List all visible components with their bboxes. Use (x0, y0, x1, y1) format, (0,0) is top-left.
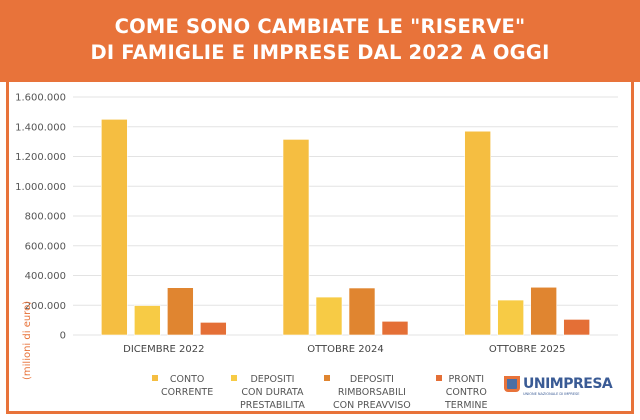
bar-2-3 (563, 319, 590, 336)
bar-1-3 (381, 321, 409, 336)
bar-0-2 (167, 287, 194, 336)
legend-item: DEPOSITI RIMBORSABILI CON PREAVVISO (324, 373, 411, 412)
bar-1-1 (315, 296, 343, 336)
legend-label: DEPOSITI RIMBORSABILI CON PREAVVISO (333, 374, 411, 411)
unimpresa-logo: UNIMPRESA UNIONE NAZIONALE DI IMPRESE (504, 376, 613, 396)
y-tick-label: 1.600.000 (15, 93, 66, 104)
y-tick-label: 1.400.000 (15, 122, 66, 133)
y-tick-label: 1.000.000 (15, 182, 66, 193)
logo-tagline: UNIONE NAZIONALE DI IMPRESE (523, 392, 580, 396)
bar-2-2 (530, 286, 557, 336)
x-category-label: DICEMBRE 2022 (123, 344, 204, 355)
y-tick-label: 200.000 (25, 301, 66, 312)
y-axis-label: (milioni di euro) (22, 300, 33, 380)
y-tick-label: 600.000 (25, 241, 66, 252)
bar-2-0 (464, 130, 491, 336)
title-banner: COME SONO CAMBIATE LE "RISERVE" DI FAMIG… (0, 0, 640, 82)
y-tick-label: 800.000 (25, 212, 66, 223)
bar-1-2 (348, 287, 376, 336)
bar-0-0 (101, 119, 128, 336)
logo-mark-icon (504, 376, 520, 392)
y-tick-label: 400.000 (25, 271, 66, 282)
bar-0-3 (200, 322, 227, 336)
y-tick-label: 1.200.000 (15, 152, 66, 163)
legend-swatch (152, 375, 158, 381)
legend-item: DEPOSITI CON DURATA PRESTABILITA (231, 373, 305, 412)
bar-2-1 (497, 299, 524, 336)
y-tick-label: 0 (60, 331, 66, 342)
legend-swatch (231, 375, 237, 381)
legend-label: DEPOSITI CON DURATA PRESTABILITA (240, 374, 305, 411)
legend-label: PRONTI CONTRO TERMINE (445, 374, 488, 411)
legend-swatch (324, 375, 330, 381)
title-line-2: DI FAMIGLIE E IMPRESE DAL 2022 A OGGI (90, 41, 550, 64)
legend-item: PRONTI CONTRO TERMINE (436, 373, 488, 412)
bar-1-0 (282, 139, 310, 336)
legend-item: CONTO CORRENTE (152, 373, 213, 399)
title-line-1: COME SONO CAMBIATE LE "RISERVE" (114, 15, 526, 38)
legend-label: CONTO CORRENTE (161, 374, 214, 398)
bar-0-1 (134, 305, 161, 336)
x-category-label: OTTOBRE 2025 (489, 344, 566, 355)
x-category-label: OTTOBRE 2024 (307, 344, 384, 355)
legend-swatch (436, 375, 442, 381)
logo-text: UNIMPRESA (523, 376, 613, 392)
